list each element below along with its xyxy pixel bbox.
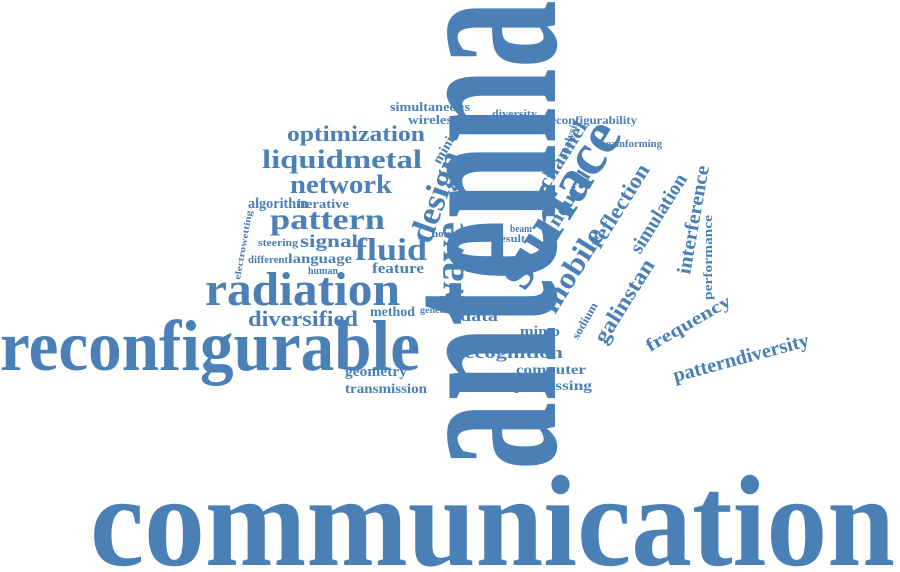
word: system bbox=[480, 148, 522, 163]
word: human bbox=[308, 266, 338, 277]
word: patterndiversity bbox=[671, 329, 812, 386]
word: wave bbox=[427, 222, 473, 312]
word: processing bbox=[514, 379, 592, 394]
word: communication bbox=[90, 450, 895, 572]
word: liquidmetal bbox=[262, 145, 422, 174]
word: english bbox=[485, 190, 528, 205]
word: range bbox=[465, 226, 498, 240]
word: paper bbox=[440, 293, 465, 304]
word: network bbox=[290, 170, 393, 199]
word: method bbox=[370, 305, 415, 320]
word: signal bbox=[300, 231, 358, 251]
word: reconfigurability bbox=[545, 113, 637, 127]
word: feature bbox=[372, 261, 424, 277]
word: language bbox=[288, 252, 352, 267]
word: different bbox=[248, 255, 289, 266]
word: result bbox=[495, 233, 525, 245]
word: diversity bbox=[492, 108, 538, 120]
word: transmission bbox=[345, 382, 427, 397]
word: optimization bbox=[287, 121, 425, 146]
word: fluid bbox=[355, 231, 427, 267]
word: noise bbox=[432, 229, 457, 240]
word: pattern bbox=[270, 203, 385, 236]
word: iterative bbox=[297, 196, 349, 211]
word: steering bbox=[258, 237, 299, 249]
word: frequency bbox=[642, 291, 734, 356]
word: ratio bbox=[461, 264, 483, 275]
word: simultaneous bbox=[390, 99, 470, 114]
word: performance bbox=[700, 215, 715, 300]
word: genetic bbox=[420, 305, 450, 315]
word: antenna bbox=[350, 0, 605, 470]
word: diversified bbox=[248, 306, 358, 331]
word: wireless bbox=[408, 112, 458, 127]
word: algorithm bbox=[248, 196, 308, 212]
word: geometry bbox=[345, 364, 408, 380]
word: data bbox=[460, 306, 499, 325]
word: recognition bbox=[455, 343, 564, 362]
word: radiation bbox=[205, 263, 400, 316]
word: computer bbox=[516, 363, 586, 378]
word: mimo bbox=[520, 324, 560, 340]
word: reconfigurable bbox=[0, 306, 420, 386]
word: beam bbox=[510, 224, 533, 235]
word: beamforming bbox=[600, 138, 662, 150]
